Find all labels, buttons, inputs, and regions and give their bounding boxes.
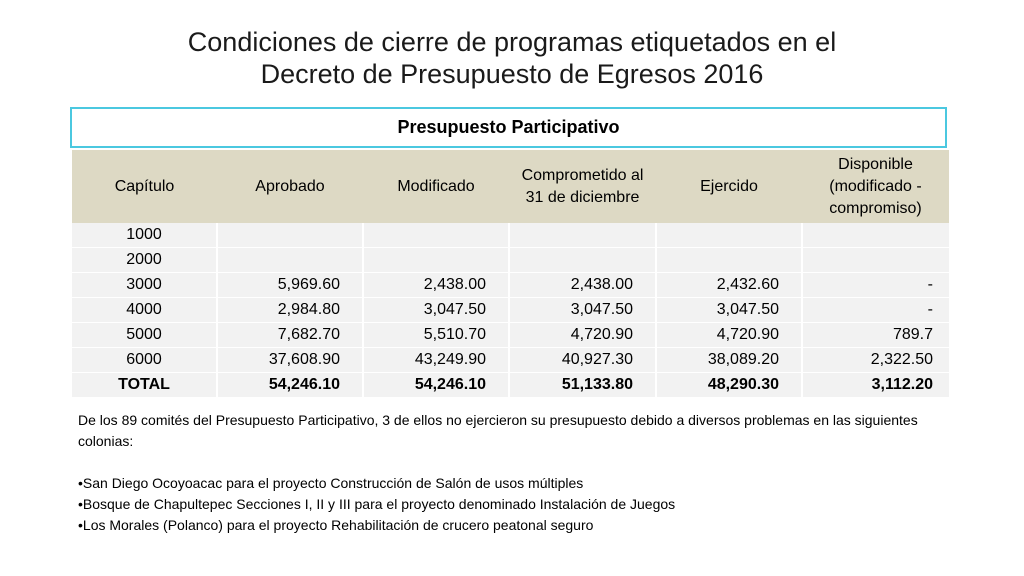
table-cell: 5,969.60 — [216, 272, 363, 298]
table-cell: TOTAL — [72, 372, 217, 398]
table-cell: 7,682.70 — [216, 322, 363, 348]
slide-title-line-1: Condiciones de cierre de programas etiqu… — [187, 27, 837, 57]
note-bullet: •San Diego Ocoyoacac para el proyecto Co… — [78, 475, 584, 491]
table-caption: Presupuesto Participativo — [70, 107, 947, 148]
table-cell: 43,249.90 — [362, 347, 509, 373]
table-cell — [362, 247, 509, 273]
table-cell: 3,112.20 — [801, 372, 949, 398]
table-row: 6000 37,608.90 43,249.90 40,927.30 38,089.20… — [72, 347, 949, 373]
table-cell: 5000 — [72, 322, 217, 348]
table-cell: 54,246.10 — [216, 372, 363, 398]
table-cell — [508, 247, 656, 273]
table-cell — [216, 223, 363, 248]
table-row: 4000 2,984.80 3,047.50 3,047.50 3,047.50- — [72, 297, 949, 323]
table-cell: 37,608.90 — [216, 347, 363, 373]
budget-table: Capítulo Aprobado Modificado Comprometid… — [72, 150, 949, 398]
table-cell: 2,432.60 — [655, 272, 802, 298]
table-cell: 6000 — [72, 347, 217, 373]
note-bullet: •Los Morales (Polanco) para el proyecto … — [78, 517, 594, 533]
table-cell: 2,984.80 — [216, 297, 363, 323]
table-cell — [801, 223, 949, 248]
table-cell: 2000 — [72, 247, 217, 273]
table-cell: 3,047.50 — [655, 297, 802, 323]
table-cell — [655, 223, 802, 248]
table-cell: 38,089.20 — [655, 347, 802, 373]
table-cell: 3,047.50 — [362, 297, 509, 323]
column-header-comprometido: Comprometido al 31 de diciembre — [509, 150, 656, 223]
table-cell — [362, 223, 509, 248]
column-header-disponible: Disponible (modificado - compromiso) — [802, 150, 949, 223]
column-header-aprobado: Aprobado — [217, 150, 363, 223]
table-cell: 2,438.00 — [508, 272, 656, 298]
table-row: TOTAL 54,246.10 54,246.10 51,133.80 48,290.3… — [72, 372, 949, 398]
table-cell: 4,720.90 — [655, 322, 802, 348]
column-header-capitulo: Capítulo — [72, 150, 217, 223]
table-cell: 51,133.80 — [508, 372, 656, 398]
notes-intro: De los 89 comités del Presupuesto Partic… — [78, 412, 918, 449]
slide-title-line-2: Decreto de Presupuesto de Egresos 2016 — [260, 59, 764, 89]
table-cell: 1000 — [72, 223, 217, 248]
table-cell: - — [801, 272, 949, 298]
table-cell — [216, 247, 363, 273]
column-header-modificado: Modificado — [363, 150, 509, 223]
table-row: 2000 — [72, 247, 949, 273]
table-cell: 2,438.00 — [362, 272, 509, 298]
column-header-ejercido: Ejercido — [656, 150, 802, 223]
table-cell: 54,246.10 — [362, 372, 509, 398]
table-cell: 3000 — [72, 272, 217, 298]
table-header-row: Capítulo Aprobado Modificado Comprometid… — [72, 150, 949, 223]
table-cell: 48,290.30 — [655, 372, 802, 398]
table-cell: 4000 — [72, 297, 217, 323]
table-cell: 3,047.50 — [508, 297, 656, 323]
slide-title: Condiciones de cierre de programas etiqu… — [0, 26, 1024, 90]
table-row: 3000 5,969.60 2,438.00 2,438.00 2,432.60- — [72, 272, 949, 298]
table-cell: - — [801, 297, 949, 323]
note-bullet: •Bosque de Chapultepec Secciones I, II y… — [78, 496, 676, 512]
table-cell: 789.7 — [801, 322, 949, 348]
table-cell: 5,510.70 — [362, 322, 509, 348]
table-cell: 4,720.90 — [508, 322, 656, 348]
table-cell: 40,927.30 — [508, 347, 656, 373]
table-cell: 2,322.50 — [801, 347, 949, 373]
table-row: 1000 — [72, 223, 949, 248]
table-cell — [655, 247, 802, 273]
table-cell — [508, 223, 656, 248]
notes-section: De los 89 comités del Presupuesto Partic… — [78, 410, 948, 536]
table-cell — [801, 247, 949, 273]
table-row: 5000 7,682.70 5,510.70 4,720.90 4,720.90 789.… — [72, 322, 949, 348]
